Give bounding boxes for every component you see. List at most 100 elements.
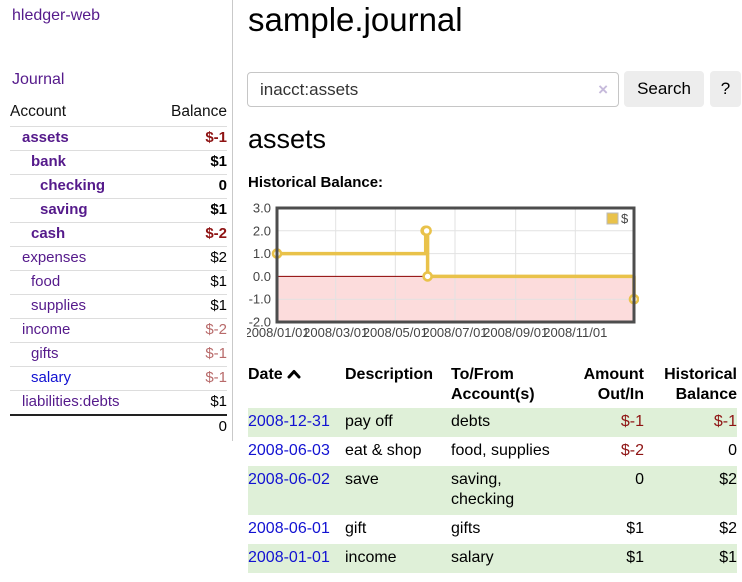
search-button[interactable]: Search [624, 71, 704, 107]
y-axis-tick-label: -2.0 [249, 315, 271, 330]
transaction-description: pay off [345, 413, 393, 430]
account-row: liabilities:debts $1 [10, 390, 227, 416]
register-table: Date Description To/From Account(s) Amou… [248, 363, 737, 573]
search-form: × Search ? [247, 71, 741, 107]
account-balance: $1 [153, 294, 227, 319]
transaction-row[interactable]: 2008-06-03 eat & shop food, supplies $-2 0 [248, 437, 737, 466]
account-row: income $-2 [10, 318, 227, 343]
accounts-balance-table: Account Balance assets $-1 bank $1 checking 0… [10, 100, 227, 439]
account-link-salary[interactable]: salary [31, 369, 72, 386]
legend-swatch [606, 212, 619, 225]
account-link-supplies[interactable]: supplies [31, 297, 87, 314]
transaction-balance: $2 [719, 471, 737, 488]
transaction-date-link[interactable]: 2008-06-02 [248, 471, 330, 488]
account-link-gifts[interactable]: gifts [31, 345, 59, 362]
transaction-accounts: saving, checking [451, 471, 515, 508]
clear-search-icon[interactable]: × [598, 80, 608, 99]
transaction-balance: $2 [719, 520, 737, 537]
account-link-income[interactable]: income [22, 321, 71, 338]
balance-column-header: Historical Balance [664, 366, 737, 403]
transaction-description: eat & shop [345, 442, 422, 459]
accounts-total-value: 0 [153, 414, 227, 439]
plot-border [275, 206, 636, 324]
historical-balance-chart: $3.0 2.0 1.0 0.0 -1.0 -2.02008/01/012008/03/0… [247, 201, 639, 340]
account-balance: $-1 [153, 126, 227, 151]
y-axis-tick-label: 0.0 [253, 269, 271, 284]
x-axis-tick-label: 2008/07/01 [422, 325, 487, 340]
help-button[interactable]: ? [710, 71, 741, 107]
x-axis-tick-label: 2008/09/01 [483, 325, 548, 340]
transaction-accounts: debts [451, 413, 491, 430]
legend-label: $ [621, 211, 629, 226]
page-title: sample.journal [248, 1, 463, 38]
transaction-date-link[interactable]: 2008-01-01 [248, 549, 330, 566]
account-balance: $-1 [153, 366, 227, 391]
transaction-description: save [345, 471, 379, 488]
account-link-saving[interactable]: saving [40, 201, 88, 218]
y-axis-tick-label: 1.0 [253, 246, 271, 261]
transaction-row[interactable]: 2008-12-31 pay off debts $-1 $-1 [248, 408, 737, 437]
account-balance: $2 [153, 246, 227, 271]
transaction-balance: 0 [728, 442, 737, 459]
account-row: assets $-1 [10, 126, 227, 151]
y-axis-tick-label: 3.0 [253, 201, 271, 216]
account-balance: $1 [153, 150, 227, 175]
account-row: food $1 [10, 270, 227, 295]
sidebar-item-journal[interactable]: Journal [12, 71, 65, 88]
account-balance: $1 [153, 270, 227, 295]
account-row: cash $-2 [10, 222, 227, 247]
transaction-description: income [345, 549, 397, 566]
x-axis-tick-label: 2008/05/01 [363, 325, 428, 340]
account-link-expenses[interactable]: expenses [22, 249, 87, 266]
account-row: salary $-1 [10, 366, 227, 391]
transaction-date-link[interactable]: 2008-06-01 [248, 520, 330, 537]
account-page-title: assets [248, 124, 327, 154]
transaction-amount: $1 [626, 520, 644, 537]
accounts-column-header: To/From Account(s) [451, 366, 535, 403]
transaction-amount: 0 [635, 471, 644, 488]
date-column-header[interactable]: Date [248, 363, 345, 408]
accounts-total-row: 0 [10, 414, 227, 439]
account-link-assets[interactable]: assets [22, 129, 69, 146]
transaction-amount: $1 [626, 549, 644, 566]
search-input[interactable] [248, 73, 618, 106]
sidebar: hledger-web Journal Account Balance asse… [0, 0, 233, 441]
account-row: supplies $1 [10, 294, 227, 319]
transaction-balance: $-1 [713, 413, 737, 430]
transaction-accounts: salary [451, 549, 494, 566]
account-link-cash[interactable]: cash [31, 225, 66, 242]
account-balance: $-1 [153, 342, 227, 367]
accounts-table-header: Account Balance [10, 100, 227, 127]
transaction-amount: $-2 [620, 442, 644, 459]
transaction-row[interactable]: 2008-06-02 save saving, checking 0 $2 [248, 466, 737, 515]
description-column-header: Description [345, 366, 434, 383]
account-balance: 0 [153, 174, 227, 199]
account-row: checking 0 [10, 174, 227, 199]
transaction-accounts: gifts [451, 520, 481, 537]
balance-column-header: Balance [153, 100, 227, 127]
transaction-date-link[interactable]: 2008-06-03 [248, 442, 330, 459]
x-axis-tick-label: 2008/11/01 [543, 325, 607, 340]
app-title-link[interactable]: hledger-web [12, 7, 101, 24]
account-link-checking[interactable]: checking [40, 177, 106, 194]
register-table-header: Date Description To/From Account(s) Amou… [248, 363, 737, 408]
y-axis-tick-label: 2.0 [253, 223, 271, 238]
data-point-marker [421, 225, 432, 237]
amount-column-header: Amount Out/In [583, 366, 644, 403]
sort-ascending-icon [287, 365, 301, 385]
transaction-description: gift [345, 520, 367, 537]
transaction-accounts: food, supplies [451, 442, 550, 459]
transaction-date-link[interactable]: 2008-12-31 [248, 413, 330, 430]
transaction-row[interactable]: 2008-06-01 gift gifts $1 $2 [248, 515, 737, 544]
account-balance: $1 [153, 198, 227, 223]
account-row: bank $1 [10, 150, 227, 175]
x-axis-tick-label: 2008/03/01 [303, 325, 368, 340]
data-point-marker [422, 271, 433, 282]
y-axis-tick-label: -1.0 [249, 292, 271, 307]
account-balance: $-2 [153, 222, 227, 247]
account-link-food[interactable]: food [31, 273, 61, 290]
account-link-bank[interactable]: bank [31, 153, 67, 170]
transaction-row[interactable]: 2008-01-01 income salary $1 $1 [248, 544, 737, 573]
account-balance: $1 [153, 390, 227, 416]
account-link-liabilities-debts[interactable]: liabilities:debts [22, 393, 120, 410]
